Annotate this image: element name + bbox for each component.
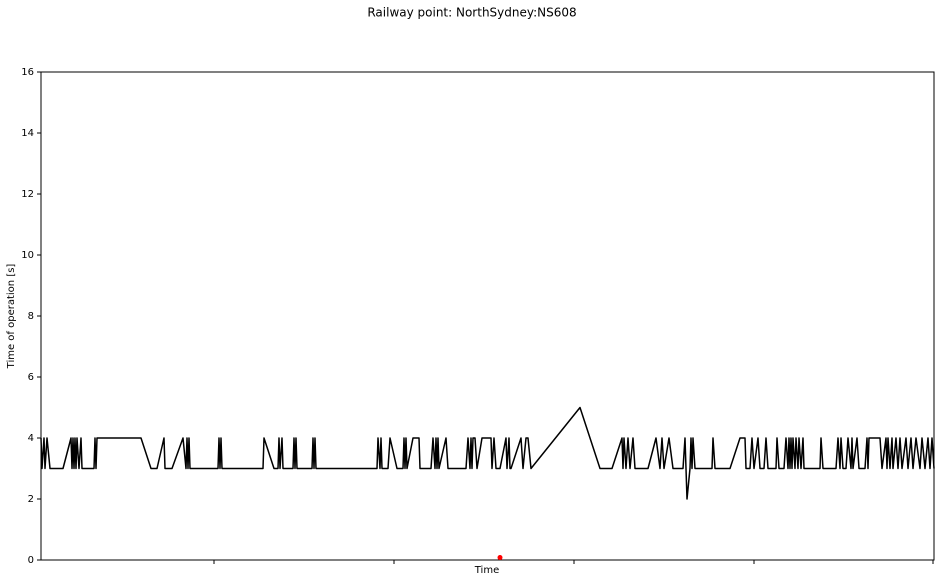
y-tick-label: 14 [21, 128, 34, 139]
y-tick-label: 4 [28, 433, 34, 444]
y-tick-label: 8 [28, 311, 34, 322]
x-tick-marks [213, 560, 934, 564]
y-tick-label: 6 [28, 372, 34, 383]
chart-title: Railway point: NorthSydney:NS608 [367, 6, 576, 20]
y-tick-label: 16 [21, 67, 34, 78]
y-tick-label: 12 [21, 189, 34, 200]
y-tick-label: 0 [28, 555, 34, 566]
y-axis-label: Time of operation [s] [6, 264, 17, 370]
x-axis-label: Time [474, 565, 499, 576]
plot-frame [40, 71, 935, 561]
data-line [40, 406, 935, 500]
data-point [497, 555, 503, 561]
y-tick-label: 2 [28, 494, 34, 505]
y-tick-label: 10 [21, 250, 34, 261]
